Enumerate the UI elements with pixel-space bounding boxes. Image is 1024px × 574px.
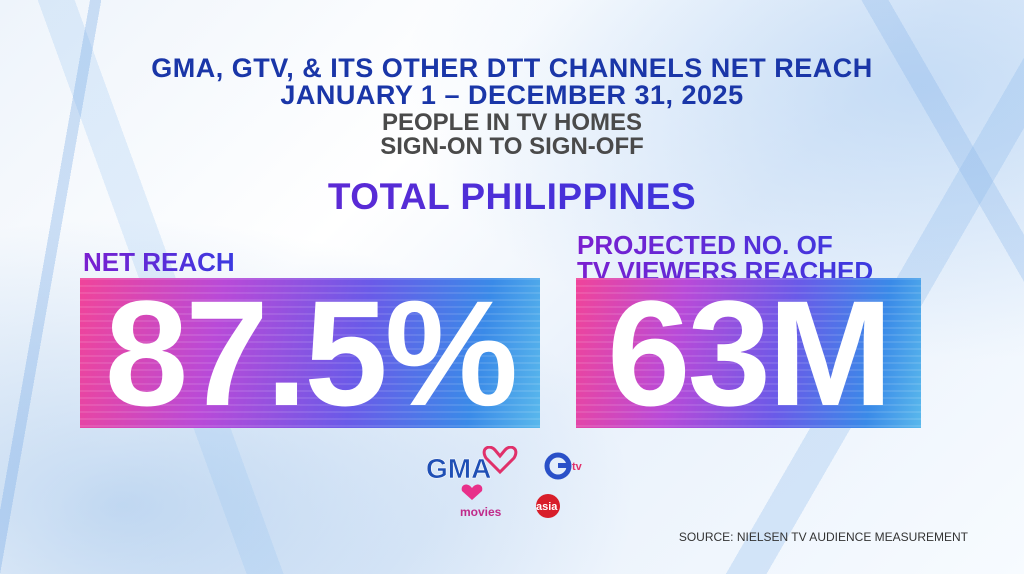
subtitle-line-1: PEOPLE IN TV HOMES [381, 109, 643, 136]
gma-heart-icon [482, 445, 518, 475]
title-line-1: GMA, GTV, & ITS OTHER DTT CHANNELS NET R… [151, 53, 873, 83]
projected-viewers-box: 63M [576, 278, 921, 428]
gtv-g-icon [544, 452, 572, 480]
heart-of-asia-logo: asia [536, 494, 560, 518]
heart-of-asia-logo-text: asia [536, 501, 558, 513]
projected-viewers-label: PROJECTED NO. OF TV VIEWERS REACHED [577, 232, 873, 284]
gma-logo: GMA [426, 445, 518, 484]
gtv-logo: tv [544, 452, 583, 480]
i-heart-movies-logo-text: movies [460, 505, 502, 519]
channel-logos-svg: GMA tv movies asia [426, 445, 583, 519]
heart-of-asia-circle-icon [536, 494, 560, 518]
net-reach-box: 87.5% [80, 278, 540, 428]
channel-logos: GMA tv movies asia [420, 445, 620, 526]
region-heading: TOTAL PHILIPPINES [0, 178, 1024, 215]
gma-logo-text: GMA [426, 453, 491, 484]
projected-label-line-1: PROJECTED NO. OF [577, 230, 833, 260]
i-heart-movies-heart-icon [461, 484, 483, 500]
i-heart-movies-logo: movies [460, 484, 502, 519]
title-line-2: JANUARY 1 – DECEMBER 31, 2025 [280, 80, 744, 110]
net-reach-label: NET REACH [83, 247, 235, 277]
subtitle-line-2: SIGN-ON TO SIGN-OFF [380, 133, 644, 160]
projected-viewers-value: 63M [607, 278, 893, 428]
gtv-logo-text: tv [572, 461, 583, 473]
source-note: SOURCE: NIELSEN TV AUDIENCE MEASUREMENT [678, 530, 968, 544]
net-reach-value: 87.5% [104, 278, 518, 428]
